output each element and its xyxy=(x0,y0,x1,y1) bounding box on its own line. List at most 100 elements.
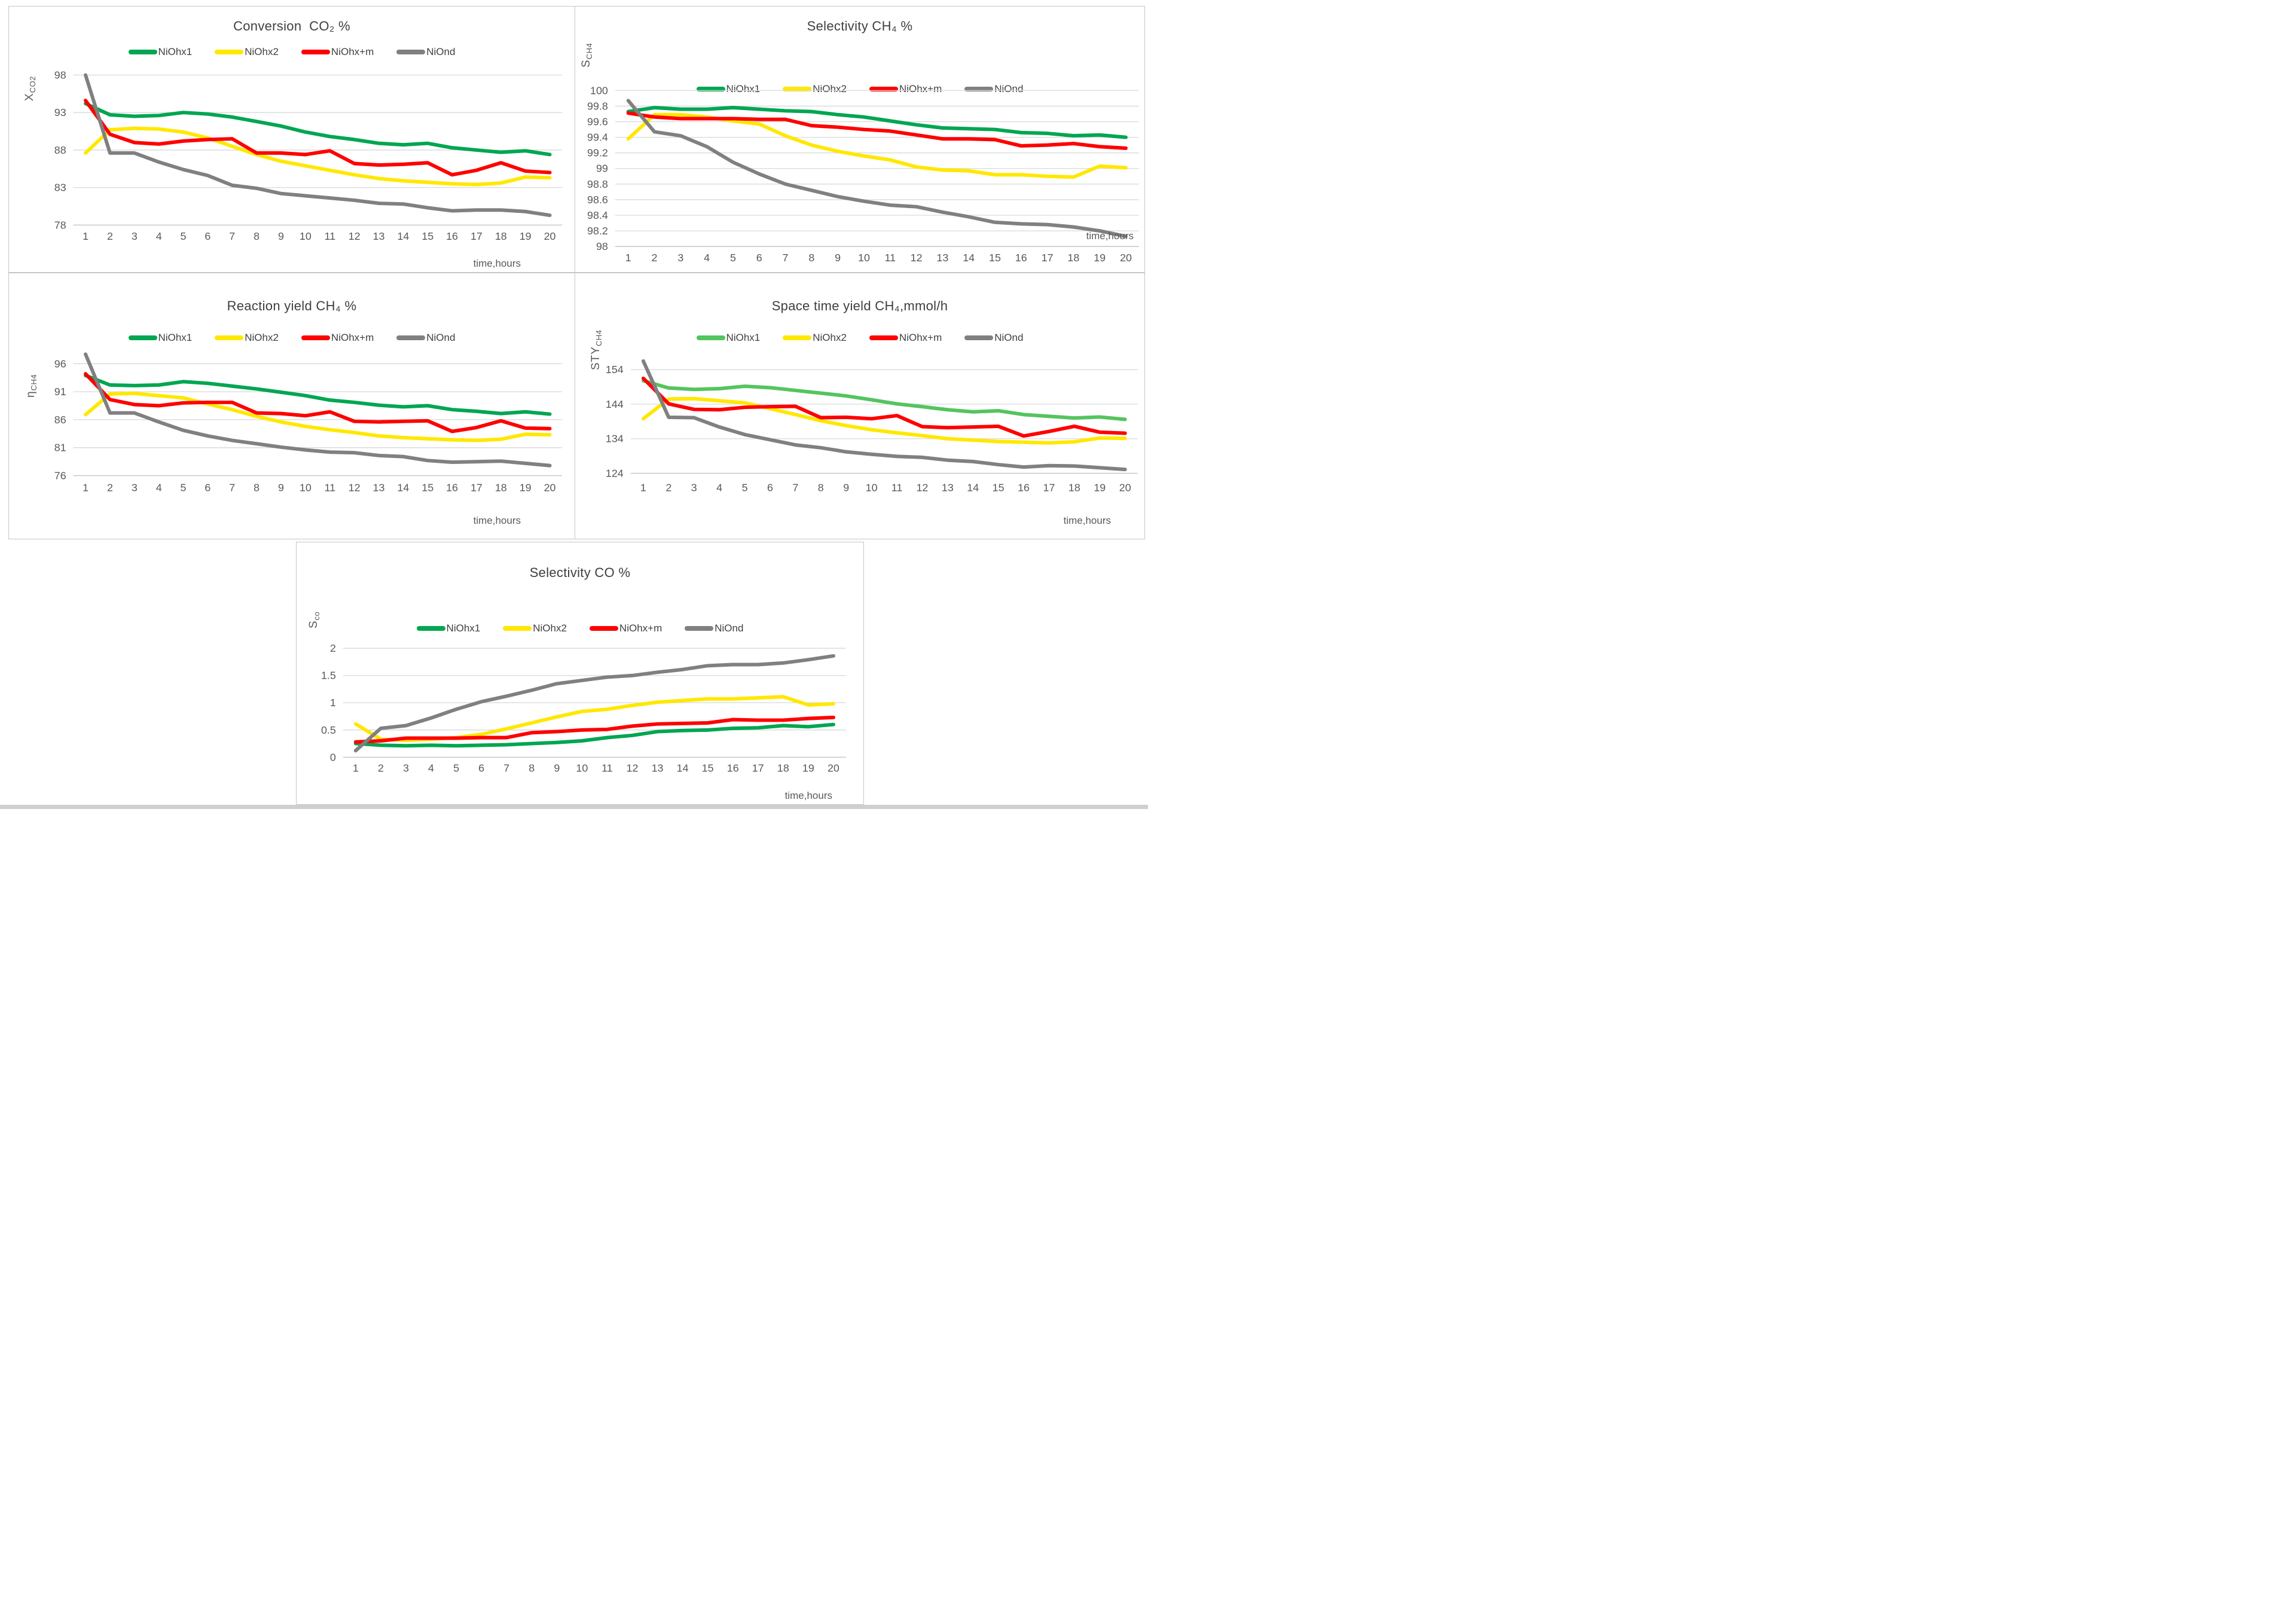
svg-text:16: 16 xyxy=(446,481,458,493)
svg-text:76: 76 xyxy=(54,469,66,481)
line-swatch-icon xyxy=(964,87,994,91)
svg-text:7: 7 xyxy=(229,481,235,493)
svg-text:12: 12 xyxy=(349,230,361,242)
svg-text:96: 96 xyxy=(54,358,66,370)
svg-text:9: 9 xyxy=(554,762,560,774)
legend-item-niohx1: NiOhx1 xyxy=(128,332,192,344)
svg-text:9: 9 xyxy=(835,252,841,264)
svg-text:13: 13 xyxy=(652,762,664,774)
legend-item-niohx2: NiOhx2 xyxy=(503,622,567,634)
x-axis-title: time,hours xyxy=(473,258,521,269)
line-swatch-icon xyxy=(783,87,812,91)
legend-item-niohxm: NiOhx+m xyxy=(869,332,942,344)
chart-panel-selectivity-ch4: Selectivity CH₄ % NiOhx1 NiOhx2 NiOhx+m … xyxy=(575,6,1145,273)
legend-item-niohxm: NiOhx+m xyxy=(301,46,374,58)
svg-text:10: 10 xyxy=(858,252,870,264)
svg-text:18: 18 xyxy=(495,230,507,242)
legend-item-niohxm: NiOhx+m xyxy=(589,622,662,634)
svg-text:1: 1 xyxy=(83,481,88,493)
x-axis-title: time,hours xyxy=(1086,230,1134,242)
svg-text:11: 11 xyxy=(884,252,896,264)
svg-text:10: 10 xyxy=(576,762,588,774)
svg-text:83: 83 xyxy=(54,182,66,194)
svg-text:6: 6 xyxy=(478,762,484,774)
chart-title: Space time yield CH₄,mmol/h xyxy=(771,298,948,313)
svg-text:3: 3 xyxy=(132,481,138,493)
svg-text:98.4: 98.4 xyxy=(587,209,608,221)
window-edge-strip xyxy=(0,805,1148,809)
svg-text:19: 19 xyxy=(802,762,814,774)
svg-text:99.6: 99.6 xyxy=(587,116,608,128)
line-swatch-icon xyxy=(869,87,898,91)
charts-page: { "page": { "background": "#ffffff", "bo… xyxy=(0,0,1148,809)
svg-text:19: 19 xyxy=(1094,252,1106,264)
svg-text:20: 20 xyxy=(828,762,839,774)
chart-legend: NiOhx1 NiOhx2 NiOhx+m NiOnd xyxy=(297,622,863,634)
svg-text:99.4: 99.4 xyxy=(587,132,608,144)
legend-item-niohx1: NiOhx1 xyxy=(696,332,760,344)
chart-panel-reaction-yield-ch4: Reaction yield CH₄ % NiOhx1 NiOhx2 NiOhx… xyxy=(8,273,575,539)
svg-text:1: 1 xyxy=(353,762,359,774)
x-axis-title: time,hours xyxy=(473,515,521,526)
chart-panel-conversion-co2: Conversion CO₂ % NiOhx1 NiOhx2 NiOhx+m N… xyxy=(8,6,575,273)
svg-text:4: 4 xyxy=(704,252,710,264)
svg-text:10: 10 xyxy=(300,230,312,242)
legend-item-niohx1: NiOhx1 xyxy=(696,83,760,95)
svg-text:18: 18 xyxy=(777,762,789,774)
svg-text:5: 5 xyxy=(742,481,748,493)
svg-text:16: 16 xyxy=(727,762,739,774)
line-swatch-icon xyxy=(696,87,725,91)
line-swatch-icon xyxy=(589,626,618,631)
svg-text:12: 12 xyxy=(349,481,361,493)
svg-text:12: 12 xyxy=(916,481,928,493)
svg-text:13: 13 xyxy=(936,252,948,264)
chart-legend: NiOhx1 NiOhx2 NiOhx+m NiOnd xyxy=(9,46,575,58)
svg-text:99.8: 99.8 xyxy=(587,100,608,112)
line-plot: 10099.899.699.499.29998.898.698.498.2981… xyxy=(587,84,1139,264)
svg-text:8: 8 xyxy=(254,230,259,242)
svg-text:1: 1 xyxy=(640,481,646,493)
svg-text:14: 14 xyxy=(397,481,409,493)
svg-text:7: 7 xyxy=(792,481,798,493)
legend-item-niond: NiOnd xyxy=(964,332,1023,344)
svg-text:2: 2 xyxy=(107,481,113,493)
svg-text:9: 9 xyxy=(278,481,284,493)
svg-text:0: 0 xyxy=(330,751,336,763)
chart-title: Selectivity CO % xyxy=(529,565,631,580)
svg-text:6: 6 xyxy=(767,481,773,493)
line-plot: 21.510.501 2 3 4 5 6 7 8 9 10 11 12 13 14 15 16 17 18 19 20 xyxy=(321,642,846,774)
legend-item-niohxm: NiOhx+m xyxy=(301,332,374,344)
svg-text:18: 18 xyxy=(1067,252,1079,264)
svg-text:1.5: 1.5 xyxy=(321,670,336,682)
svg-text:15: 15 xyxy=(702,762,714,774)
svg-text:20: 20 xyxy=(1120,252,1132,264)
svg-text:144: 144 xyxy=(606,398,624,410)
svg-text:11: 11 xyxy=(602,762,613,774)
svg-text:16: 16 xyxy=(446,230,458,242)
svg-text:15: 15 xyxy=(422,230,433,242)
line-swatch-icon xyxy=(696,335,725,340)
chart-legend: NiOhx1 NiOhx2 NiOhx+m NiOnd xyxy=(575,83,1144,95)
svg-text:6: 6 xyxy=(204,481,210,493)
svg-text:10: 10 xyxy=(300,481,312,493)
x-axis-title: time,hours xyxy=(784,790,832,801)
svg-text:8: 8 xyxy=(808,252,814,264)
svg-text:14: 14 xyxy=(677,762,689,774)
chart-title: Selectivity CH₄ % xyxy=(807,19,913,33)
chart-title: Conversion CO₂ % xyxy=(233,19,350,33)
svg-text:93: 93 xyxy=(54,106,66,118)
svg-text:100: 100 xyxy=(590,84,608,96)
svg-text:3: 3 xyxy=(132,230,138,242)
svg-text:4: 4 xyxy=(156,230,162,242)
svg-text:15: 15 xyxy=(989,252,1001,264)
svg-text:5: 5 xyxy=(181,230,187,242)
x-axis-title: time,hours xyxy=(1063,515,1111,526)
line-swatch-icon xyxy=(301,50,330,54)
svg-text:19: 19 xyxy=(520,230,532,242)
svg-text:12: 12 xyxy=(911,252,923,264)
svg-text:7: 7 xyxy=(783,252,789,264)
line-swatch-icon xyxy=(215,335,244,340)
line-swatch-icon xyxy=(128,50,157,54)
svg-text:2: 2 xyxy=(107,230,113,242)
